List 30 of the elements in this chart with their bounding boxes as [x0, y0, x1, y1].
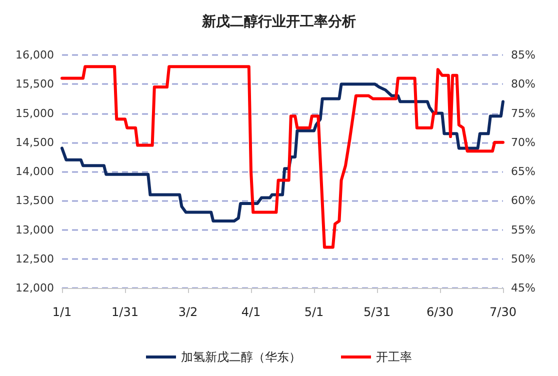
- x-tick-label: 5/1: [304, 305, 324, 319]
- y-tick-label: 12,000: [16, 282, 54, 294]
- y2-tick-label: 75%: [511, 106, 536, 120]
- x-tick-label: 1/31: [112, 305, 138, 319]
- x-tick-label: 6/30: [426, 305, 454, 319]
- y-tick-label: 13,000: [16, 223, 54, 236]
- y-tick-label: 14,500: [16, 136, 54, 149]
- legend-label: 开工率: [376, 350, 412, 364]
- chart-title: 新戊二醇行业开工率分析: [201, 13, 356, 30]
- y-tick-label: 16,000: [16, 48, 54, 62]
- x-tick-label: 4/1: [241, 305, 261, 319]
- y-tick-label: 15,500: [16, 78, 54, 91]
- y2-tick-label: 60%: [511, 194, 536, 208]
- x-tick-label: 5/31: [364, 305, 390, 319]
- y2-tick-label: 70%: [511, 136, 536, 149]
- y-tick-label: 15,000: [16, 106, 54, 120]
- legend-label: 加氢新戊二醇（华东）: [181, 350, 301, 364]
- y2-tick-label: 55%: [511, 223, 536, 236]
- x-tick-label: 7/30: [490, 305, 516, 319]
- x-tick-label: 3/2: [178, 305, 198, 319]
- y2-tick-label: 85%: [511, 48, 536, 62]
- y2-tick-label: 50%: [511, 252, 536, 266]
- y2-tick-label: 65%: [511, 165, 536, 178]
- y2-tick-label: 80%: [511, 78, 536, 91]
- y-tick-label: 13,500: [16, 194, 54, 208]
- x-tick-label: 1/1: [52, 305, 72, 319]
- y-tick-label: 14,000: [16, 165, 54, 178]
- y2-tick-label: 45%: [511, 282, 536, 294]
- line-series: [60, 65, 504, 249]
- y-tick-label: 12,500: [16, 252, 54, 266]
